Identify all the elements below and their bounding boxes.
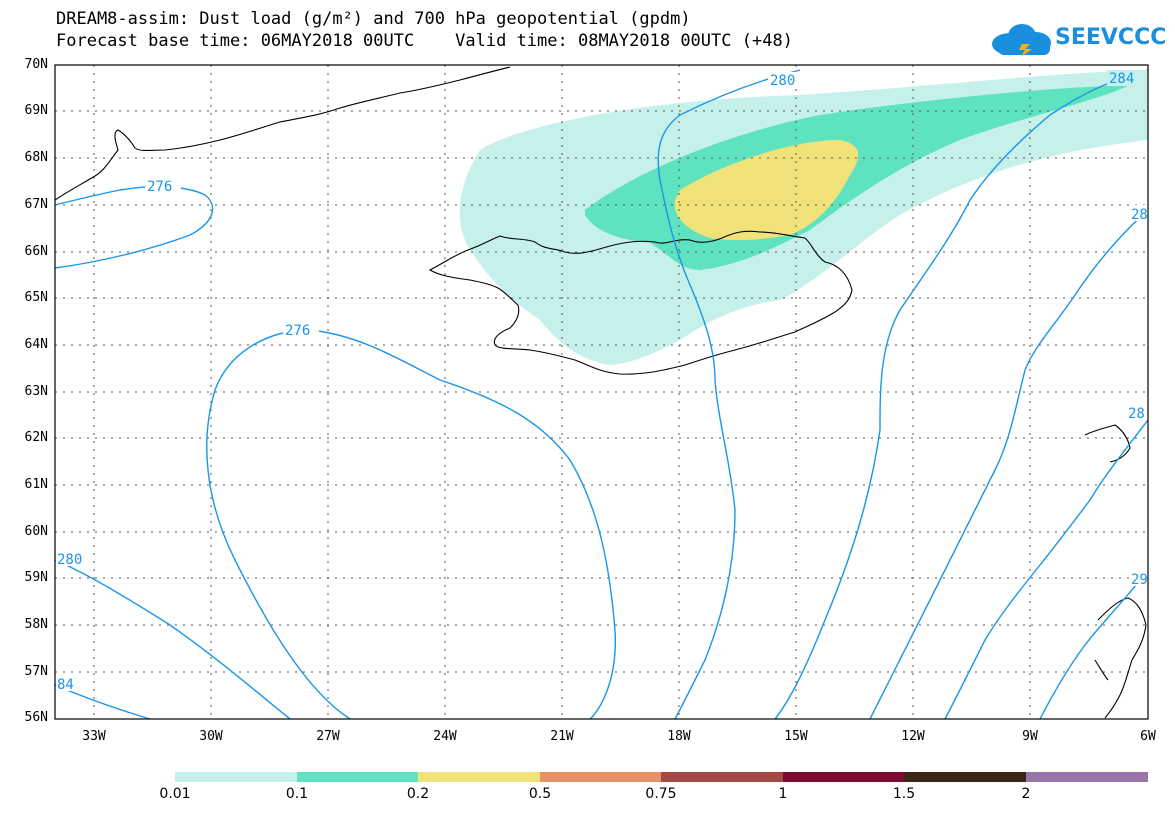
lon-label-12w: 12W xyxy=(901,729,925,744)
legend-swatch-2 xyxy=(1026,772,1148,782)
graticule xyxy=(55,65,1148,719)
legend-swatch-1 xyxy=(783,772,904,782)
legend-label-0.1: 0.1 xyxy=(285,786,309,802)
contour-276-south xyxy=(206,329,616,719)
contour-296-east xyxy=(1039,569,1148,719)
contour-284-east xyxy=(774,69,1148,719)
cloud-icon xyxy=(992,24,1051,57)
lat-label-68n: 68N xyxy=(24,150,48,165)
legend-label-1.5: 1.5 xyxy=(892,786,916,802)
lat-label-64n: 64N xyxy=(24,337,48,352)
lat-label-56n: 56N xyxy=(24,710,48,725)
lat-label-65n: 65N xyxy=(24,290,48,305)
contour-label-28-b: 28 xyxy=(1128,406,1145,422)
legend-label-0.2: 0.2 xyxy=(406,786,430,802)
legend-swatch-0.2 xyxy=(418,772,540,782)
lat-label-70n: 70N xyxy=(24,57,48,72)
legend-swatch-0.1 xyxy=(297,772,418,782)
contour-288-east xyxy=(869,209,1148,719)
contour-label-276-b: 276 xyxy=(285,323,310,339)
legend-swatch-0.01 xyxy=(175,772,297,782)
lat-label-60n: 60N xyxy=(24,524,48,539)
logo-text: SEEVCCC xyxy=(1055,25,1167,50)
lon-label-33w: 33W xyxy=(82,729,106,744)
dust-load-field xyxy=(459,70,1148,365)
lat-label-62n: 62N xyxy=(24,430,48,445)
lon-label-15w: 15W xyxy=(784,729,808,744)
lon-label-18w: 18W xyxy=(667,729,691,744)
contour-292-east xyxy=(944,419,1148,719)
scotland-coast xyxy=(1094,597,1147,719)
seevccc-logo xyxy=(992,24,1051,57)
lat-label-63n: 63N xyxy=(24,384,48,399)
contour-280-central xyxy=(657,69,801,719)
contour-label-284-a: 284 xyxy=(1109,71,1134,87)
contour-label-280-a: 280 xyxy=(770,73,795,89)
contour-labels: 276 276 280 284 280 84 28 29 28 xyxy=(56,70,1148,693)
geopotential-contours xyxy=(55,69,1148,719)
lon-label-27w: 27W xyxy=(316,729,340,744)
lat-label-59n: 59N xyxy=(24,570,48,585)
coastlines xyxy=(55,66,1147,719)
legend-label-1: 1 xyxy=(778,786,788,802)
map-frame xyxy=(54,64,1149,720)
legend-swatch-0.5 xyxy=(540,772,661,782)
contour-label-280-b: 280 xyxy=(57,552,82,568)
lat-label-58n: 58N xyxy=(24,617,48,632)
map-title: DREAM8-assim: Dust load (g/m²) and 700 h… xyxy=(56,9,691,29)
legend-label-0.01: 0.01 xyxy=(159,786,191,802)
legend-label-2: 2 xyxy=(1021,786,1031,802)
greenland-coast xyxy=(55,66,511,201)
legend-swatch-1.5 xyxy=(904,772,1026,782)
lon-label-30w: 30W xyxy=(199,729,223,744)
contour-label-276-a: 276 xyxy=(147,179,172,195)
lat-label-66n: 66N xyxy=(24,244,48,259)
map-subtitle-times: Forecast base time: 06MAY2018 00UTC Vali… xyxy=(56,31,793,51)
lon-label-21w: 21W xyxy=(550,729,574,744)
lat-label-57n: 57N xyxy=(24,664,48,679)
faroe-coast xyxy=(1084,424,1131,463)
contour-276-west xyxy=(55,186,214,269)
contour-label-28: 28 xyxy=(1131,207,1148,223)
lon-label-9w: 9W xyxy=(1022,729,1038,744)
contour-label-84: 84 xyxy=(57,677,74,693)
legend-swatch-0.75 xyxy=(661,772,783,782)
contour-label-29: 29 xyxy=(1131,572,1148,588)
legend-label-0.75: 0.75 xyxy=(645,786,677,802)
contour-280-southwest xyxy=(55,559,291,719)
lon-label-6w: 6W xyxy=(1140,729,1156,744)
legend-label-0.5: 0.5 xyxy=(528,786,552,802)
lat-label-67n: 67N xyxy=(24,197,48,212)
lat-label-61n: 61N xyxy=(24,477,48,492)
dust-region-0.2 xyxy=(674,140,859,241)
iceland-coast xyxy=(428,230,853,375)
lat-label-69n: 69N xyxy=(24,103,48,118)
lon-label-24w: 24W xyxy=(433,729,457,744)
